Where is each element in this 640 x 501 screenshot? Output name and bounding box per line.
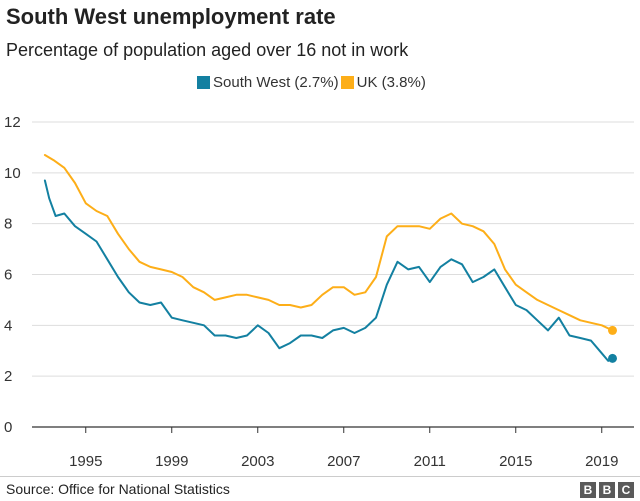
chart-subtitle: Percentage of population aged over 16 no… <box>6 40 409 60</box>
legend-item-south-west: South West (2.7%) <box>197 74 339 91</box>
series-line-uk <box>43 154 614 332</box>
y-tick-label: 0 <box>4 419 12 436</box>
bbc-logo-letter: B <box>599 482 615 498</box>
end-point-south-west <box>608 353 617 363</box>
bbc-logo-letter: C <box>618 482 634 498</box>
x-tick-label: 2007 <box>327 453 360 470</box>
y-tick-label: 4 <box>4 317 12 334</box>
legend-swatch-south-west <box>197 76 210 89</box>
legend-swatch-uk <box>340 76 354 89</box>
y-tick-label: 10 <box>4 165 21 182</box>
bbc-logo: B B C <box>577 482 634 498</box>
legend-item-uk: UK (3.8%) <box>340 74 426 91</box>
chart-plot: 0 2 4 6 8 10 12 1995 1999 2003 2007 2011 2015 2019 <box>4 114 634 470</box>
x-tick-label: 1995 <box>69 453 102 470</box>
bbc-logo-letter: B <box>580 482 596 498</box>
footer-bar: Source: Office for National Statistics B… <box>0 476 640 501</box>
x-tick-label: 1999 <box>155 453 188 470</box>
end-point-uk <box>608 325 617 335</box>
chart-legend: South West (2.7%) UK (3.8%) <box>197 74 428 91</box>
x-tick-label: 2019 <box>585 453 618 470</box>
x-tick-label: 2015 <box>499 453 532 470</box>
y-tick-label: 2 <box>4 368 12 385</box>
y-tick-label: 8 <box>4 216 12 233</box>
y-tick-label: 12 <box>4 114 21 131</box>
series-line-south-west <box>43 179 614 362</box>
legend-label-south-west: South West (2.7%) <box>213 74 339 91</box>
x-tick-label: 2011 <box>414 453 446 470</box>
chart-title: South West unemployment rate <box>6 4 336 29</box>
x-tick-label: 2003 <box>241 453 274 470</box>
source-note: Source: Office for National Statistics <box>6 481 230 497</box>
y-tick-label: 6 <box>4 267 12 284</box>
legend-label-uk: UK (3.8%) <box>356 74 426 91</box>
